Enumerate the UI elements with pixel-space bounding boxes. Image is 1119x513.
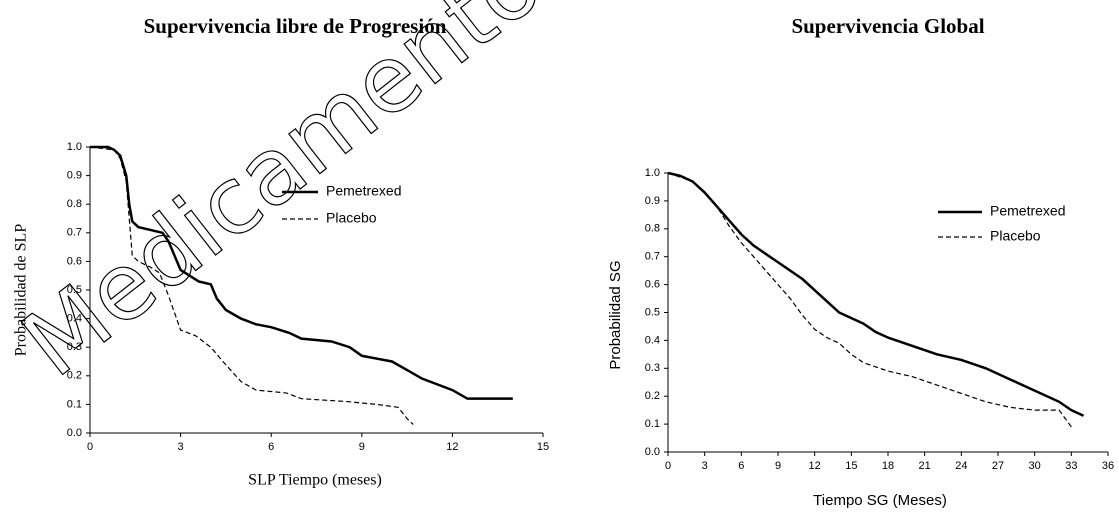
km-curve bbox=[667, 171, 1085, 417]
y-tick-label: 0.0 bbox=[67, 427, 82, 439]
y-tick-label: 0.9 bbox=[67, 170, 82, 182]
x-axis-label: Tiempo SG (Meses) bbox=[813, 492, 947, 509]
y-axis-label: Probabilidad de SLP bbox=[13, 224, 30, 357]
x-tick-label: 0 bbox=[87, 441, 93, 453]
y-tick-label: 0.8 bbox=[645, 223, 660, 235]
y-tick-label: 0.9 bbox=[645, 195, 660, 207]
x-tick-label: 12 bbox=[809, 460, 821, 472]
legend-label: Placebo bbox=[990, 228, 1041, 244]
y-tick-label: 0.1 bbox=[645, 418, 660, 430]
y-tick-label: 0.4 bbox=[645, 334, 660, 346]
km-curve bbox=[89, 146, 414, 425]
x-tick-label: 27 bbox=[992, 460, 1004, 472]
km-curve bbox=[667, 172, 1072, 428]
x-tick-label: 30 bbox=[1029, 460, 1041, 472]
y-tick-label: 0.5 bbox=[645, 306, 660, 318]
chart-title: Supervivencia libre de Progresión bbox=[144, 14, 447, 38]
y-tick-label: 0.3 bbox=[645, 362, 660, 374]
legend-label: Placebo bbox=[326, 210, 377, 226]
watermark: Medicamento bbox=[3, 0, 560, 397]
y-tick-label: 0.8 bbox=[67, 198, 82, 210]
legend-label: Pemetrexed bbox=[326, 183, 401, 199]
x-tick-label: 0 bbox=[665, 460, 671, 472]
x-axis-label: SLP Tiempo (meses) bbox=[248, 472, 382, 489]
x-tick-label: 6 bbox=[268, 441, 274, 453]
y-tick-label: 0.0 bbox=[645, 446, 660, 458]
y-tick-label: 0.7 bbox=[67, 227, 82, 239]
x-tick-label: 18 bbox=[882, 460, 894, 472]
y-tick-label: 1.0 bbox=[67, 141, 82, 153]
x-tick-label: 9 bbox=[775, 460, 781, 472]
x-tick-label: 9 bbox=[359, 441, 365, 453]
x-tick-label: 12 bbox=[446, 441, 458, 453]
x-tick-label: 15 bbox=[845, 460, 857, 472]
x-tick-label: 6 bbox=[738, 460, 744, 472]
x-tick-label: 3 bbox=[178, 441, 184, 453]
y-tick-label: 0.6 bbox=[645, 279, 660, 291]
x-tick-label: 15 bbox=[537, 441, 549, 453]
y-tick-label: 0.3 bbox=[67, 341, 82, 353]
x-tick-label: 24 bbox=[955, 460, 967, 472]
y-tick-label: 0.4 bbox=[67, 313, 82, 325]
x-tick-label: 36 bbox=[1102, 460, 1114, 472]
y-tick-label: 0.6 bbox=[67, 255, 82, 267]
y-tick-label: 1.0 bbox=[645, 167, 660, 179]
y-tick-label: 0.7 bbox=[645, 251, 660, 263]
x-tick-label: 21 bbox=[919, 460, 931, 472]
x-tick-label: 33 bbox=[1065, 460, 1077, 472]
km-curve bbox=[90, 145, 513, 400]
y-tick-label: 0.5 bbox=[67, 284, 82, 296]
y-tick-label: 0.2 bbox=[645, 390, 660, 402]
legend-label: Pemetrexed bbox=[990, 203, 1065, 219]
y-tick-label: 0.1 bbox=[67, 398, 82, 410]
x-tick-label: 3 bbox=[702, 460, 708, 472]
y-axis-label: Probabilidad SG bbox=[607, 260, 624, 369]
y-tick-label: 0.2 bbox=[67, 370, 82, 382]
chart-title: Supervivencia Global bbox=[791, 14, 984, 38]
